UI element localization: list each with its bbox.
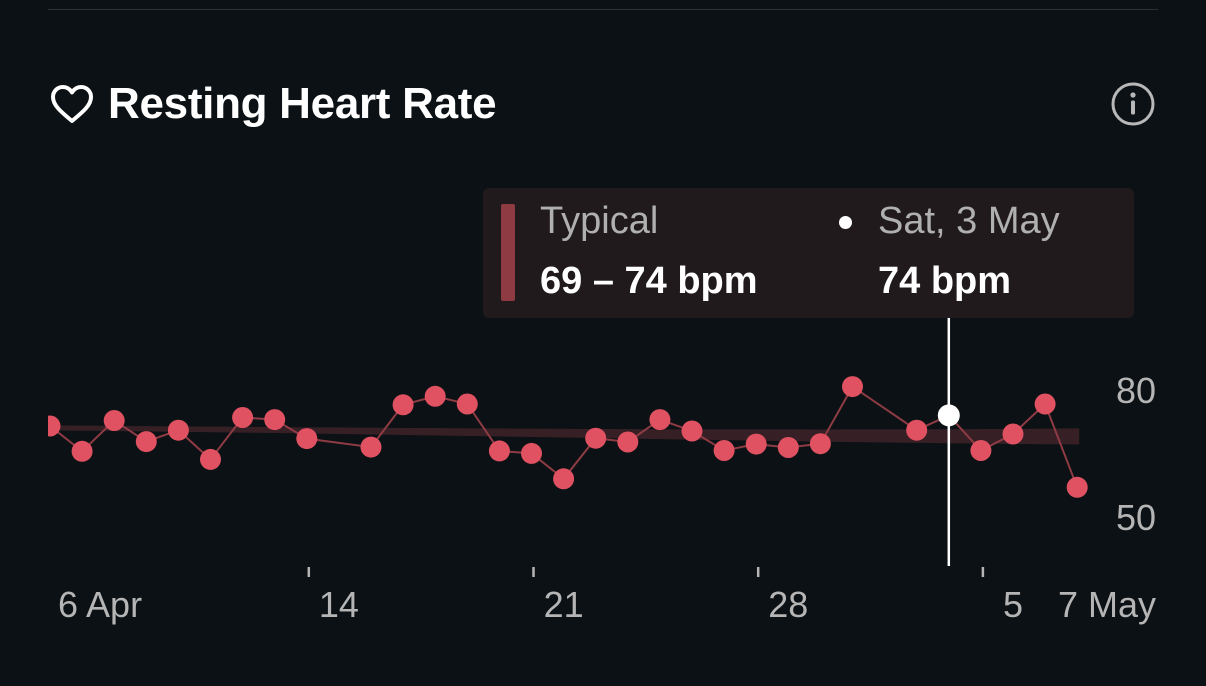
x-tick-label: 21 (544, 584, 584, 625)
typical-value: 69 – 74 bpm (540, 260, 758, 302)
data-point[interactable] (906, 419, 928, 441)
selected-value: 74 bpm (878, 260, 1012, 302)
info-icon[interactable] (1110, 81, 1156, 127)
data-point[interactable] (71, 440, 93, 462)
data-point[interactable] (649, 409, 671, 431)
tooltip: Typical 69 – 74 bpm Sat, 3 May 74 bpm (483, 188, 1134, 318)
data-point[interactable] (745, 433, 767, 455)
data-point[interactable] (360, 436, 382, 458)
x-tick-label: 5 (1003, 584, 1023, 625)
data-point[interactable] (456, 393, 478, 415)
x-tick-label: 14 (319, 584, 359, 625)
x-tick-label: 7 May (1058, 584, 1156, 625)
data-point[interactable] (488, 440, 510, 462)
data-point[interactable] (167, 419, 189, 441)
data-point[interactable] (1002, 423, 1024, 445)
selected-data-point[interactable] (937, 404, 960, 427)
typical-label: Typical (540, 200, 659, 242)
data-point[interactable] (681, 420, 703, 442)
data-point[interactable] (777, 437, 799, 458)
data-point[interactable] (264, 409, 286, 431)
heart-outline-icon (51, 85, 93, 123)
data-point[interactable] (809, 433, 831, 455)
selected-point-marker (839, 216, 852, 229)
y-tick-label: 50 (1116, 497, 1156, 538)
y-tick-label: 80 (1116, 370, 1156, 411)
selected-date-label: Sat, 3 May (878, 200, 1060, 242)
page-title: Resting Heart Rate (108, 79, 497, 128)
data-point[interactable] (103, 410, 125, 431)
x-tick-label: 28 (768, 584, 808, 625)
data-point[interactable] (713, 440, 735, 461)
chart-header: Resting Heart Rate (48, 76, 497, 132)
data-point[interactable] (585, 427, 607, 449)
data-point[interactable] (1034, 393, 1056, 415)
data-point[interactable] (296, 428, 318, 450)
typical-range-swatch (501, 204, 515, 301)
data-point[interactable] (970, 440, 992, 461)
data-point[interactable] (842, 376, 863, 398)
data-point[interactable] (232, 407, 254, 428)
data-point[interactable] (1066, 476, 1088, 498)
data-point[interactable] (40, 415, 61, 437)
data-point[interactable] (424, 385, 446, 407)
data-point[interactable] (200, 448, 221, 470)
data-point[interactable] (617, 431, 639, 453)
data-point[interactable] (392, 394, 414, 416)
data-point[interactable] (521, 442, 542, 464)
x-tick-label: 6 Apr (58, 584, 142, 625)
top-divider (48, 9, 1158, 10)
data-point[interactable] (135, 431, 157, 453)
data-point[interactable] (553, 468, 575, 490)
